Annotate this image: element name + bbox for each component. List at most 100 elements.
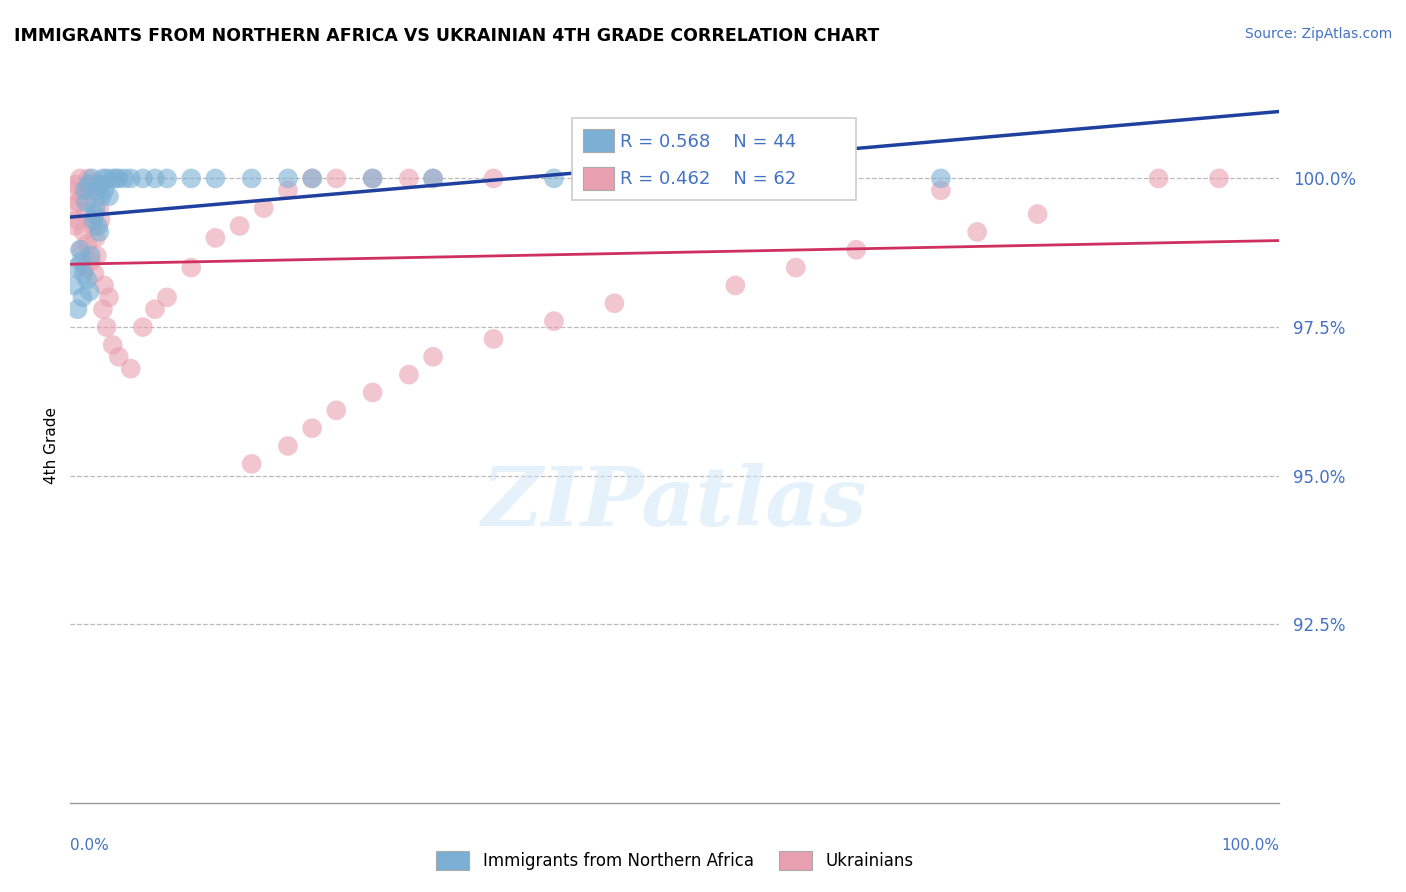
Text: R = 0.568    N = 44: R = 0.568 N = 44 [620,133,796,151]
Point [90,189,112,203]
Point [277,171,299,186]
Point [603,296,626,310]
Point [70,243,93,257]
Point [482,332,505,346]
Point [70,254,93,268]
Point [89,201,111,215]
Point [72,267,94,281]
Point [422,171,444,186]
Point [204,171,226,186]
Point [101,171,124,186]
Point [228,219,250,233]
Point [301,171,323,186]
Point [84,231,107,245]
Point [482,171,505,186]
Point [87,219,110,233]
Point [79,285,101,299]
Point [62,201,84,215]
Point [65,260,87,275]
Point [240,171,263,186]
Point [93,278,115,293]
Point [80,171,103,186]
Point [69,171,91,186]
Point [1147,171,1170,186]
Point [80,249,103,263]
Point [93,183,115,197]
Point [361,171,384,186]
Point [253,201,276,215]
Point [132,171,155,186]
Point [204,231,226,245]
Point [73,260,96,275]
Point [398,171,420,186]
Point [75,207,97,221]
Text: Source: ZipAtlas.com: Source: ZipAtlas.com [1244,27,1392,41]
Point [107,171,129,186]
Point [966,225,988,239]
Point [72,225,94,239]
Point [929,183,952,197]
Text: R = 0.462    N = 62: R = 0.462 N = 62 [620,170,796,188]
Point [72,290,94,304]
Point [361,171,384,186]
Point [98,290,121,304]
Point [325,171,347,186]
Point [89,225,111,239]
Point [69,243,91,257]
Point [325,403,347,417]
Point [277,439,299,453]
Point [98,189,121,203]
Point [76,236,98,251]
Legend: Immigrants from Northern Africa, Ukrainians: Immigrants from Northern Africa, Ukraini… [429,844,921,877]
Point [72,189,94,203]
Point [83,207,105,221]
Point [65,178,87,192]
Point [86,183,108,197]
Point [82,219,104,233]
Point [79,183,101,197]
Point [90,213,111,227]
Point [80,178,103,192]
Point [96,320,118,334]
Point [156,290,179,304]
Point [143,171,166,186]
Text: IMMIGRANTS FROM NORTHERN AFRICA VS UKRAINIAN 4TH GRADE CORRELATION CHART: IMMIGRANTS FROM NORTHERN AFRICA VS UKRAI… [14,27,879,45]
Point [1208,171,1230,186]
Point [785,260,807,275]
Point [301,171,323,186]
Point [66,213,89,227]
Point [86,249,108,263]
Point [156,171,179,186]
Point [361,385,384,400]
Point [76,272,98,286]
Point [91,171,114,186]
Point [277,183,299,197]
Point [543,171,565,186]
Point [180,171,202,186]
Point [724,278,747,293]
Point [143,302,166,317]
Point [929,171,952,186]
Point [63,219,86,233]
Point [67,195,90,210]
Point [240,457,263,471]
Point [83,267,105,281]
Point [77,178,100,192]
Point [84,201,107,215]
Point [120,361,142,376]
Point [77,171,100,186]
Point [664,171,686,186]
Point [96,171,118,186]
Point [398,368,420,382]
Point [120,171,142,186]
Y-axis label: 4th Grade: 4th Grade [44,408,59,484]
Point [105,171,128,186]
Point [180,260,202,275]
Point [1026,207,1049,221]
Point [543,314,565,328]
Text: ZIPatlas: ZIPatlas [482,463,868,543]
Point [114,171,136,186]
Point [101,338,124,352]
Point [301,421,323,435]
Point [63,183,86,197]
